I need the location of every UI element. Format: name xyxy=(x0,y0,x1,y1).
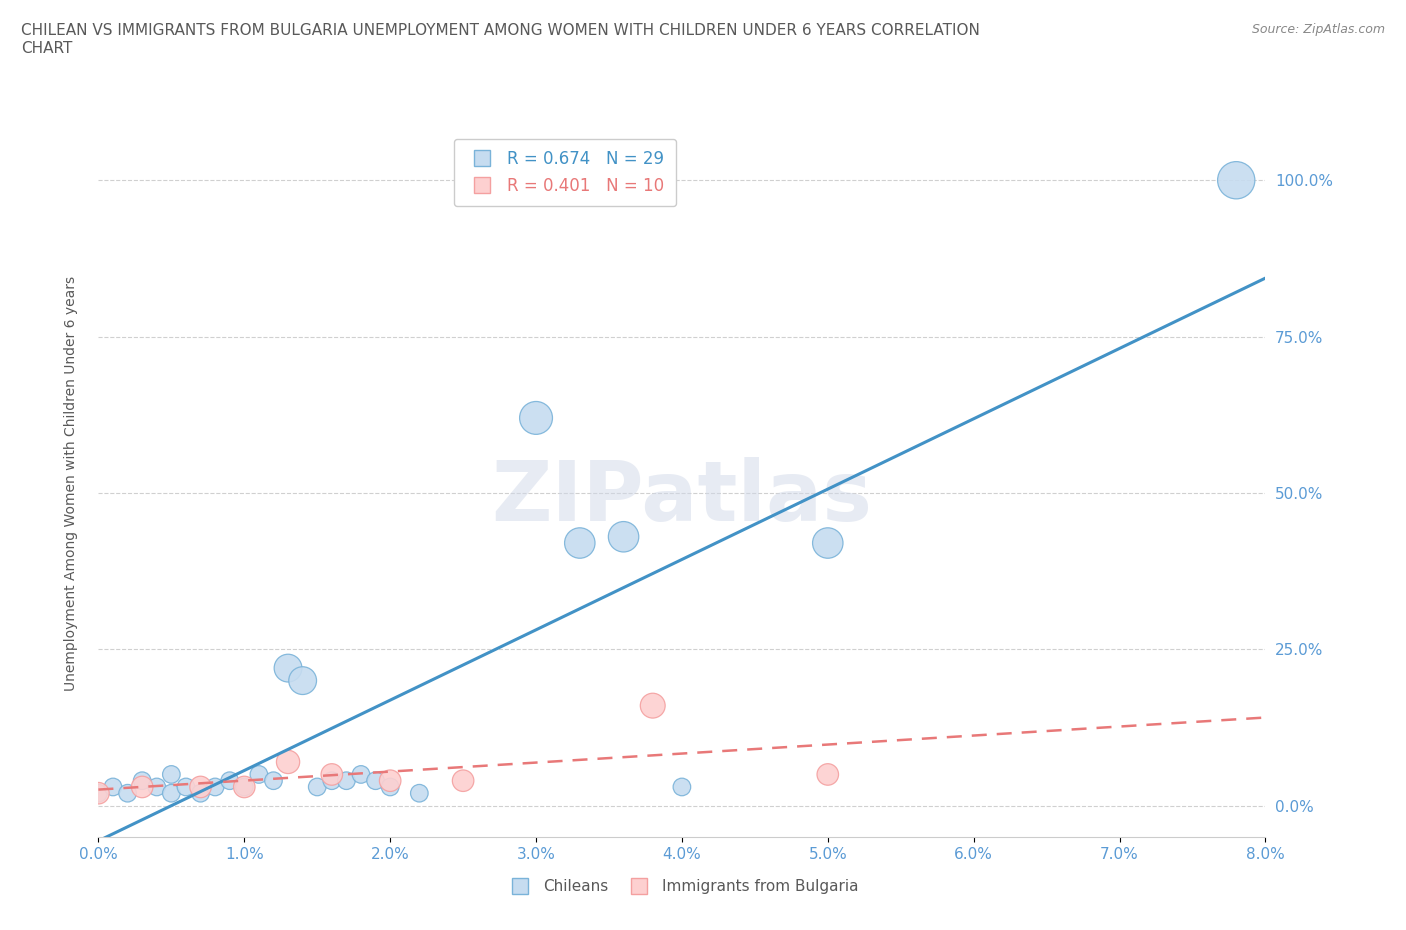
Point xyxy=(190,786,212,801)
Point xyxy=(364,773,387,788)
Point xyxy=(321,767,343,782)
Point xyxy=(218,773,240,788)
Text: ZIPatlas: ZIPatlas xyxy=(492,458,872,538)
Point xyxy=(817,536,839,551)
Point xyxy=(101,779,124,794)
Point xyxy=(335,773,357,788)
Point xyxy=(160,786,183,801)
Text: CHILEAN VS IMMIGRANTS FROM BULGARIA UNEMPLOYMENT AMONG WOMEN WITH CHILDREN UNDER: CHILEAN VS IMMIGRANTS FROM BULGARIA UNEM… xyxy=(21,23,980,56)
Point xyxy=(380,779,402,794)
Point xyxy=(291,673,314,688)
Point xyxy=(380,773,402,788)
Point xyxy=(277,660,299,675)
Y-axis label: Unemployment Among Women with Children Under 6 years: Unemployment Among Women with Children U… xyxy=(63,276,77,691)
Point xyxy=(350,767,373,782)
Text: Source: ZipAtlas.com: Source: ZipAtlas.com xyxy=(1251,23,1385,36)
Point xyxy=(87,786,110,801)
Point xyxy=(247,767,270,782)
Point xyxy=(1225,173,1247,188)
Point xyxy=(131,779,153,794)
Point xyxy=(174,779,197,794)
Point xyxy=(451,773,474,788)
Point xyxy=(117,786,139,801)
Point xyxy=(671,779,693,794)
Point xyxy=(190,779,212,794)
Point xyxy=(817,767,839,782)
Point xyxy=(146,779,169,794)
Point xyxy=(524,410,547,425)
Point xyxy=(641,698,664,713)
Point xyxy=(262,773,284,788)
Point xyxy=(233,779,256,794)
Point xyxy=(204,779,226,794)
Point xyxy=(568,536,591,551)
Point xyxy=(307,779,329,794)
Point xyxy=(233,779,256,794)
Point xyxy=(131,773,153,788)
Point xyxy=(408,786,430,801)
Point xyxy=(612,529,634,544)
Point xyxy=(160,767,183,782)
Legend: Chileans, Immigrants from Bulgaria: Chileans, Immigrants from Bulgaria xyxy=(499,873,865,900)
Point xyxy=(321,773,343,788)
Point xyxy=(277,754,299,769)
Point xyxy=(87,786,110,801)
